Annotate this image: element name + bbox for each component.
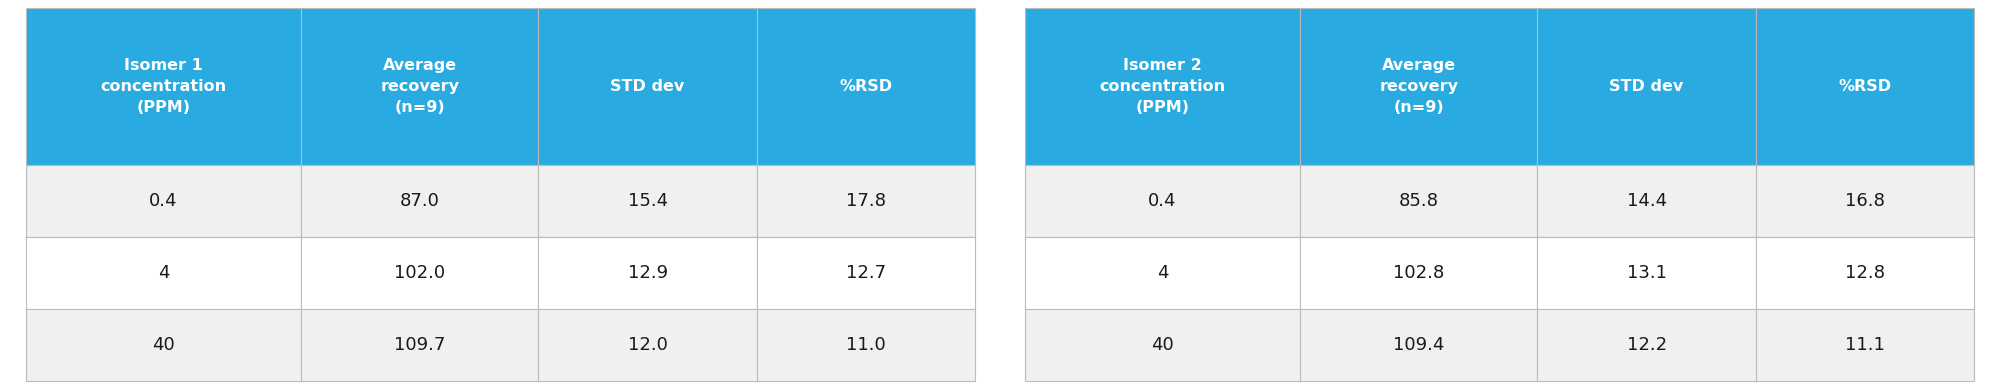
- Bar: [756, 164, 974, 237]
- Text: Isomer 1
concentration
(PPM): Isomer 1 concentration (PPM): [100, 58, 226, 115]
- Bar: [302, 8, 538, 164]
- Text: 109.7: 109.7: [394, 336, 446, 354]
- Text: Average
recovery
(n=9): Average recovery (n=9): [380, 58, 460, 115]
- Bar: [1300, 309, 1538, 381]
- Bar: [756, 237, 974, 309]
- Bar: [1756, 237, 1974, 309]
- Text: 16.8: 16.8: [1844, 192, 1884, 210]
- Text: 109.4: 109.4: [1394, 336, 1444, 354]
- Bar: [1300, 164, 1538, 237]
- Text: 0.4: 0.4: [150, 192, 178, 210]
- Bar: [756, 309, 974, 381]
- Text: 102.0: 102.0: [394, 264, 446, 282]
- Bar: [1300, 237, 1538, 309]
- Text: 14.4: 14.4: [1626, 192, 1666, 210]
- Text: 11.0: 11.0: [846, 336, 886, 354]
- Bar: [1756, 164, 1974, 237]
- Text: 4: 4: [1156, 264, 1168, 282]
- Bar: [1024, 237, 1300, 309]
- Text: 4: 4: [158, 264, 170, 282]
- Bar: [26, 237, 302, 309]
- Text: 12.0: 12.0: [628, 336, 668, 354]
- Text: 13.1: 13.1: [1626, 264, 1666, 282]
- Bar: [302, 309, 538, 381]
- Text: Isomer 2
concentration
(PPM): Isomer 2 concentration (PPM): [1100, 58, 1226, 115]
- Bar: [302, 164, 538, 237]
- Text: STD dev: STD dev: [610, 79, 684, 94]
- Bar: [1538, 309, 1756, 381]
- Bar: [538, 164, 756, 237]
- Text: STD dev: STD dev: [1610, 79, 1684, 94]
- Bar: [1024, 164, 1300, 237]
- Bar: [26, 309, 302, 381]
- Bar: [26, 164, 302, 237]
- Bar: [1538, 164, 1756, 237]
- Text: 12.2: 12.2: [1626, 336, 1666, 354]
- Text: 87.0: 87.0: [400, 192, 440, 210]
- Bar: [1538, 8, 1756, 164]
- Text: 85.8: 85.8: [1398, 192, 1438, 210]
- Bar: [1024, 8, 1300, 164]
- Bar: [1756, 8, 1974, 164]
- Bar: [538, 309, 756, 381]
- Text: 11.1: 11.1: [1844, 336, 1884, 354]
- Bar: [1538, 237, 1756, 309]
- Text: 12.9: 12.9: [628, 264, 668, 282]
- Text: 12.8: 12.8: [1844, 264, 1884, 282]
- Bar: [538, 8, 756, 164]
- Text: 0.4: 0.4: [1148, 192, 1176, 210]
- Text: 17.8: 17.8: [846, 192, 886, 210]
- Bar: [302, 237, 538, 309]
- Bar: [1756, 309, 1974, 381]
- Text: %RSD: %RSD: [1838, 79, 1892, 94]
- Text: 40: 40: [152, 336, 174, 354]
- Text: 40: 40: [1152, 336, 1174, 354]
- Bar: [538, 237, 756, 309]
- Text: 12.7: 12.7: [846, 264, 886, 282]
- Bar: [26, 8, 302, 164]
- Bar: [756, 8, 974, 164]
- Text: 15.4: 15.4: [628, 192, 668, 210]
- Text: 102.8: 102.8: [1394, 264, 1444, 282]
- Text: Average
recovery
(n=9): Average recovery (n=9): [1380, 58, 1458, 115]
- Bar: [1300, 8, 1538, 164]
- Bar: [1024, 309, 1300, 381]
- Text: %RSD: %RSD: [840, 79, 892, 94]
